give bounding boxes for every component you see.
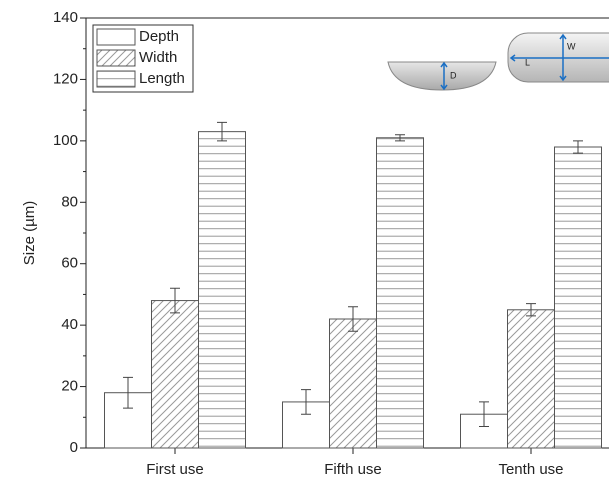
x-tick-label: First use (146, 461, 204, 478)
y-tick-label: 80 (61, 193, 78, 210)
y-tick-label: 100 (53, 132, 78, 149)
legend-label: Length (139, 70, 185, 87)
y-tick-label: 20 (61, 378, 78, 395)
inset: D W L (387, 32, 609, 91)
bar (329, 318, 377, 449)
x-tick-label: Tenth use (498, 461, 563, 478)
bar (198, 131, 246, 449)
error-bar (573, 140, 583, 154)
legend-label: Depth (139, 28, 179, 45)
legend-swatch (96, 49, 136, 67)
inset-label: D (450, 70, 457, 80)
error-bar (395, 134, 405, 142)
y-tick-label: 140 (53, 9, 78, 26)
error-bar (348, 306, 358, 332)
y-tick-label: 0 (70, 439, 78, 456)
legend-swatch (96, 28, 136, 46)
bar (104, 392, 152, 449)
error-bar (301, 389, 311, 415)
legend-swatch (96, 70, 136, 88)
inset-label: L (525, 57, 530, 67)
error-bar (123, 376, 133, 409)
error-bar (170, 287, 180, 314)
bar (507, 309, 555, 449)
error-bar (479, 401, 489, 427)
inset-label: W (567, 41, 576, 51)
y-tick-label: 40 (61, 316, 78, 333)
bar (376, 137, 424, 449)
error-bar (526, 303, 536, 317)
bar (554, 146, 602, 449)
y-axis-label: Size (µm) (21, 201, 38, 265)
bar (151, 300, 199, 449)
x-tick-label: Fifth use (324, 461, 382, 478)
y-tick-label: 60 (61, 255, 78, 272)
legend-label: Width (139, 49, 177, 66)
y-tick-label: 120 (53, 70, 78, 87)
error-bar (217, 121, 227, 142)
